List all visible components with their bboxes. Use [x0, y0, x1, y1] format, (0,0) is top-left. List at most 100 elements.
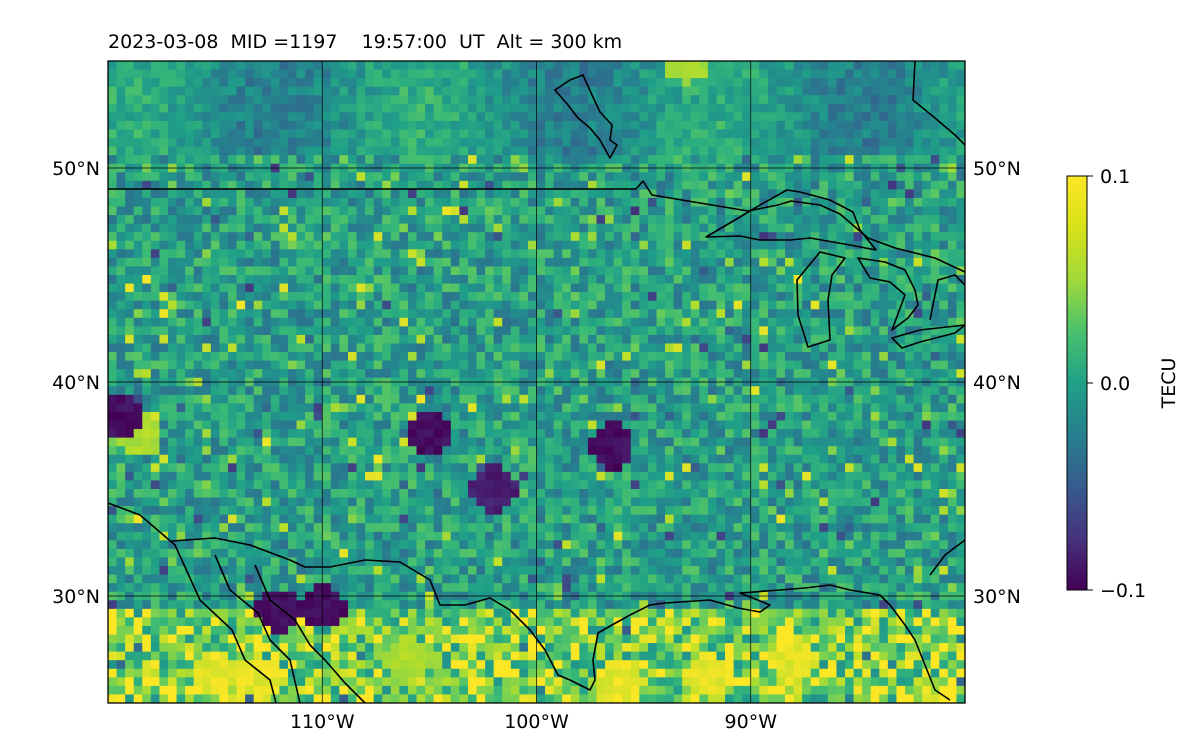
- heatmap-cell: [536, 360, 546, 370]
- heatmap-cell: [159, 86, 169, 96]
- heatmap-cell: [665, 420, 675, 430]
- heatmap-cell: [845, 180, 855, 190]
- heatmap-cell: [536, 309, 546, 319]
- heatmap-cell: [665, 112, 675, 122]
- heatmap-cell: [647, 78, 658, 88]
- heatmap-cell: [956, 437, 965, 447]
- heatmap-cell: [596, 386, 606, 396]
- heatmap-cell: [253, 206, 263, 216]
- heatmap-cell: [390, 120, 400, 131]
- heatmap-cell: [922, 343, 932, 353]
- heatmap-cell: [510, 215, 520, 225]
- heatmap-cell: [485, 420, 495, 430]
- heatmap-cell: [862, 446, 872, 456]
- heatmap-cell: [956, 103, 965, 113]
- heatmap-cell: [750, 206, 760, 216]
- heatmap-cell: [433, 172, 443, 182]
- heatmap-cell: [922, 206, 932, 216]
- heatmap-cell: [442, 429, 452, 439]
- heatmap-cell: [185, 317, 195, 327]
- heatmap-cell: [193, 292, 203, 302]
- heatmap-cell: [630, 138, 640, 148]
- heatmap-cell: [905, 292, 915, 302]
- heatmap-cell: [185, 112, 195, 122]
- heatmap-cell: [108, 266, 118, 276]
- heatmap-cell: [305, 446, 315, 456]
- heatmap-cell: [622, 360, 632, 370]
- heatmap-cell: [519, 249, 529, 259]
- heatmap-cell: [665, 309, 675, 319]
- heatmap-cell: [579, 386, 589, 396]
- heatmap-cell: [116, 437, 126, 447]
- heatmap-cell: [759, 463, 769, 473]
- heatmap-cell: [767, 120, 778, 131]
- heatmap-cell: [202, 86, 212, 96]
- heatmap-cell: [425, 180, 435, 190]
- heatmap-cell: [853, 463, 863, 473]
- heatmap-cell: [887, 112, 898, 122]
- heatmap-cell: [639, 197, 649, 208]
- heatmap-cell: [905, 61, 915, 71]
- heatmap-cell: [219, 206, 229, 216]
- heatmap-cell: [810, 309, 820, 319]
- heatmap-cell: [176, 429, 186, 439]
- heatmap-cell: [819, 240, 829, 250]
- heatmap-cell: [382, 471, 392, 482]
- heatmap-cell: [742, 454, 752, 464]
- heatmap-cell: [562, 309, 572, 319]
- heatmap-cell: [399, 334, 409, 345]
- heatmap-cell: [725, 103, 735, 113]
- heatmap-cell: [365, 317, 375, 327]
- heatmap-cell: [287, 283, 298, 293]
- heatmap-cell: [330, 480, 340, 490]
- heatmap-cell: [425, 463, 435, 473]
- heatmap-cell: [159, 463, 169, 473]
- heatmap-cell: [459, 189, 469, 199]
- heatmap-cell: [202, 386, 212, 396]
- heatmap-cell: [759, 369, 769, 379]
- heatmap-cell: [673, 283, 683, 293]
- heatmap-cell: [270, 411, 280, 422]
- heatmap-cell: [365, 61, 375, 71]
- heatmap-cell: [553, 480, 563, 490]
- heatmap-cell: [159, 257, 169, 268]
- heatmap-cell: [690, 429, 700, 439]
- heatmap-cell: [536, 112, 546, 122]
- heatmap-cell: [630, 172, 640, 182]
- heatmap-cell: [665, 138, 675, 148]
- heatmap-cell: [699, 437, 709, 447]
- heatmap-cell: [210, 215, 221, 225]
- heatmap-cell: [536, 240, 546, 250]
- heatmap-cell: [682, 61, 692, 71]
- heatmap-cell: [339, 69, 349, 79]
- heatmap-cell: [553, 317, 563, 327]
- heatmap-cell: [382, 180, 392, 190]
- heatmap-cell: [322, 95, 332, 105]
- heatmap-cell: [305, 463, 315, 473]
- heatmap-cell: [536, 78, 546, 88]
- heatmap-cell: [519, 240, 529, 250]
- heatmap-cell: [339, 369, 349, 379]
- heatmap-cell: [142, 129, 152, 139]
- heatmap-cell: [373, 138, 383, 148]
- heatmap-cell: [630, 326, 640, 336]
- heatmap-cell: [133, 275, 143, 285]
- heatmap-cell: [125, 369, 135, 379]
- heatmap-cell: [905, 411, 915, 422]
- heatmap-cell: [527, 394, 538, 404]
- heatmap-cell: [622, 129, 632, 139]
- heatmap-cell: [785, 429, 795, 439]
- heatmap-cell: [159, 446, 169, 456]
- heatmap-cell: [545, 420, 555, 430]
- heatmap-cell: [219, 343, 229, 353]
- heatmap-cell: [330, 420, 340, 430]
- heatmap-cell: [605, 61, 615, 71]
- heatmap-cell: [536, 411, 546, 422]
- heatmap-cell: [245, 454, 255, 464]
- heatmap-cell: [922, 180, 932, 190]
- heatmap-cell: [879, 61, 889, 71]
- heatmap-cell: [579, 146, 589, 156]
- heatmap-cell: [887, 463, 898, 473]
- heatmap-cell: [450, 129, 460, 139]
- heatmap-cell: [536, 463, 546, 473]
